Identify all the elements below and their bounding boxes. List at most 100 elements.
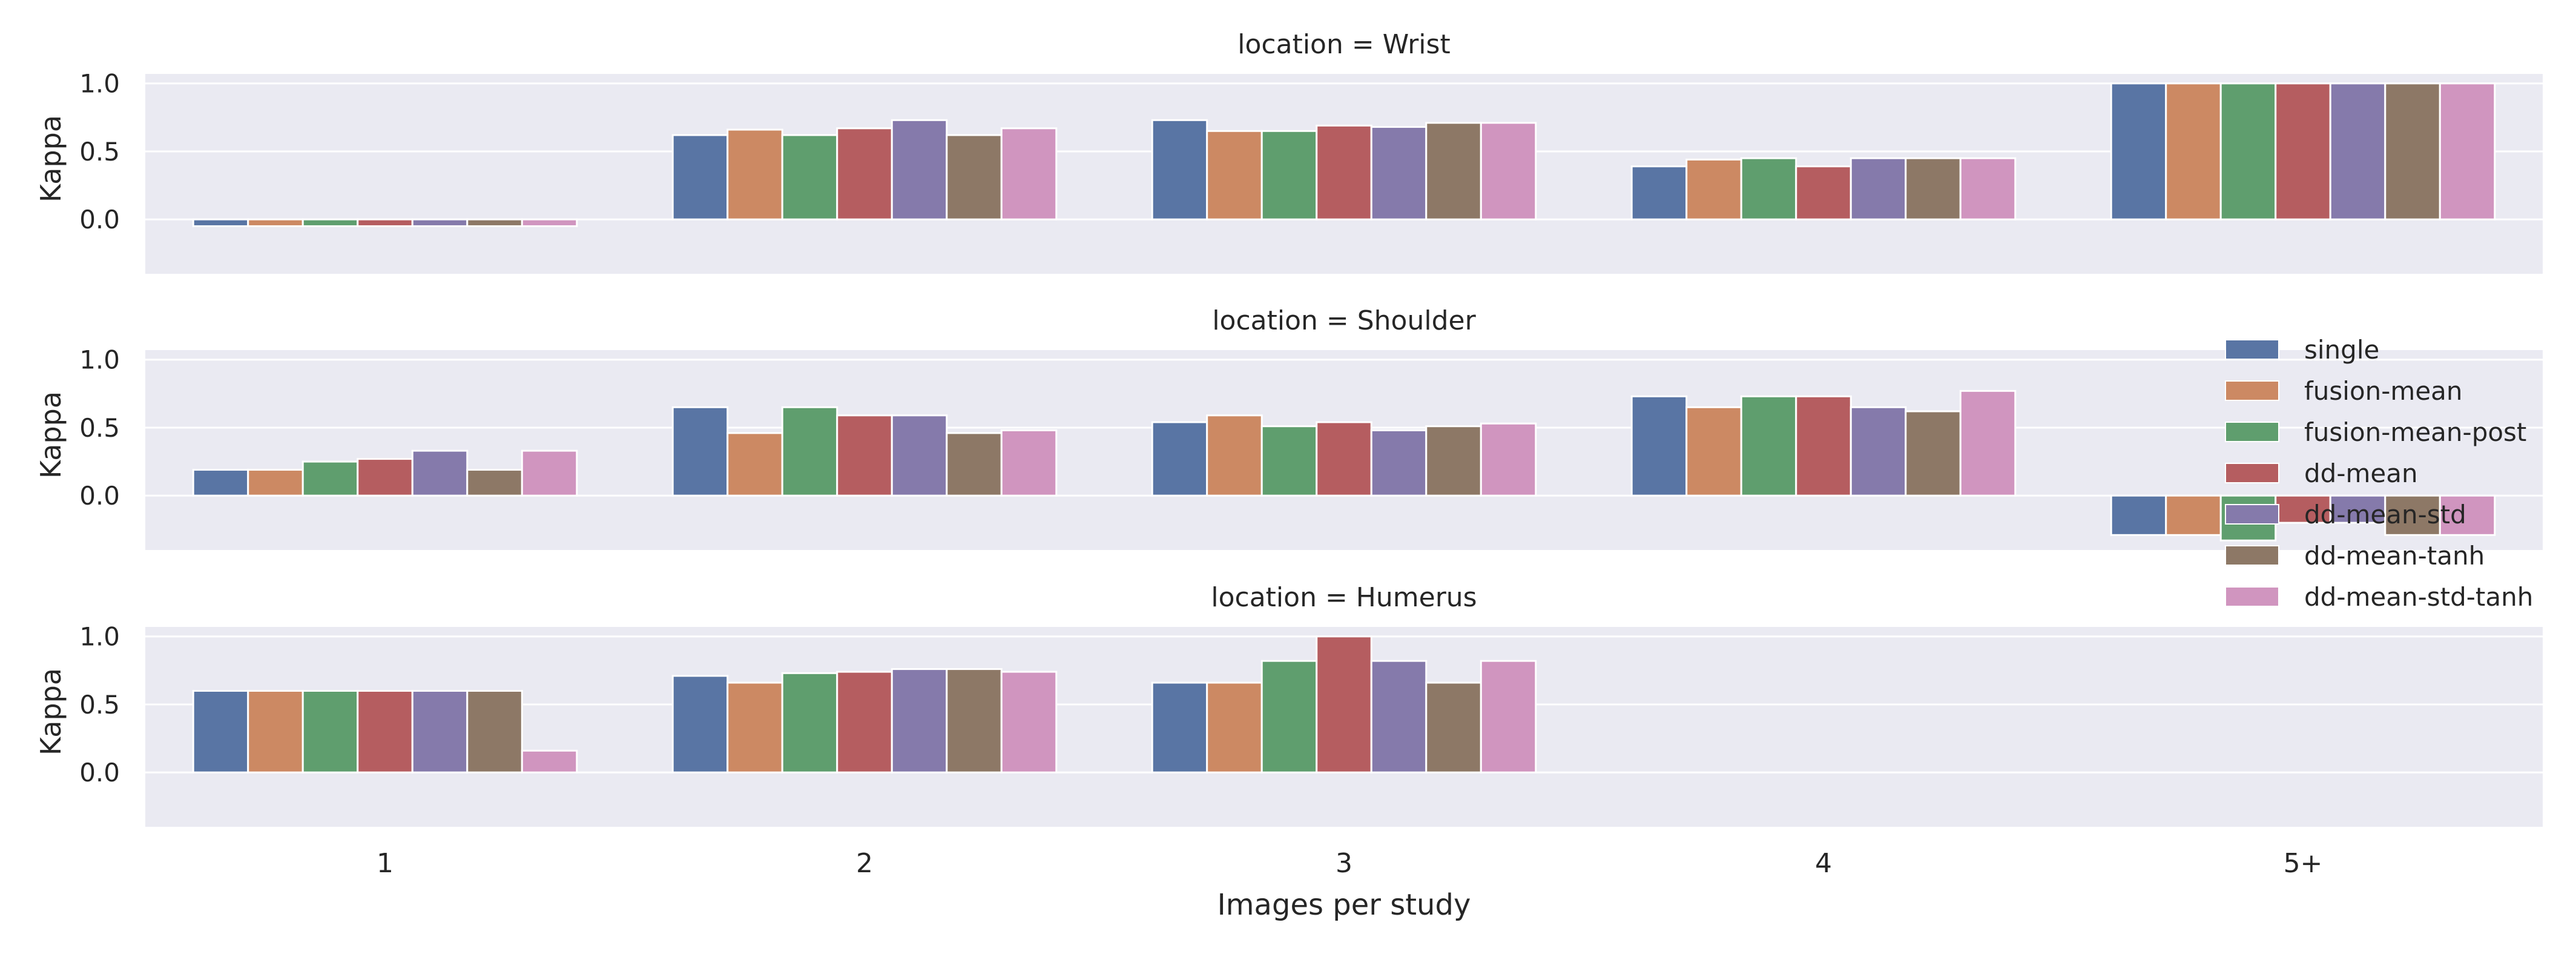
- y-axis-label: Kappa: [35, 668, 67, 755]
- x-tick-label: 1: [377, 848, 394, 879]
- bar: [1206, 414, 1263, 497]
- bar: [192, 469, 249, 497]
- bar: [2439, 494, 2496, 536]
- bar: [1425, 681, 1482, 773]
- bar: [1480, 422, 1537, 497]
- y-tick-label: 0.0: [79, 758, 120, 787]
- bar: [2384, 82, 2441, 220]
- bar: [1151, 119, 1208, 220]
- bar: [192, 690, 249, 773]
- x-tick-label: 5+: [2284, 848, 2323, 879]
- bar: [247, 469, 304, 497]
- y-tick-label: 1.0: [79, 69, 120, 99]
- bar: [2110, 82, 2167, 220]
- panel-0: 1.0 0.5 0.0 location = Wrist Kappa: [35, 29, 2543, 274]
- y-tick-label: 0.5: [79, 413, 120, 443]
- bar: [946, 134, 1003, 220]
- bar: [192, 218, 249, 227]
- bar: [1630, 395, 1688, 497]
- bar: [2439, 82, 2496, 220]
- bar: [1795, 165, 1852, 220]
- bar: [2329, 82, 2387, 220]
- bar: [726, 681, 783, 773]
- bar: [891, 414, 948, 497]
- legend-label: dd-mean: [2304, 459, 2418, 488]
- legend-swatch: [2225, 463, 2279, 483]
- bar: [1370, 126, 1428, 220]
- bar: [2384, 494, 2441, 536]
- y-tick-label: 0.5: [79, 137, 120, 167]
- bar: [946, 432, 1003, 497]
- bar: [671, 134, 729, 220]
- bar: [357, 690, 413, 773]
- bar: [1316, 124, 1372, 220]
- bar: [357, 218, 413, 227]
- x-tick-label: 4: [1815, 848, 1832, 879]
- panel-title: location = Shoulder: [1212, 305, 1476, 336]
- bar: [466, 469, 523, 497]
- bar: [836, 671, 893, 773]
- legend-label: dd-mean-tanh: [2304, 541, 2485, 571]
- y-tick-label: 0.0: [79, 205, 120, 234]
- y-tick-label: 0.5: [79, 690, 120, 720]
- bar: [247, 218, 304, 227]
- x-tick-label: 3: [1336, 848, 1352, 879]
- bar: [781, 672, 838, 773]
- legend-swatch: [2225, 380, 2279, 401]
- legend-label: fusion-mean-post: [2304, 417, 2526, 447]
- x-axis-label: Images per study: [1217, 888, 1471, 922]
- bar: [2219, 82, 2277, 220]
- bar: [1260, 130, 1318, 220]
- bar: [1480, 122, 1537, 220]
- bar: [1370, 429, 1428, 497]
- bar: [946, 668, 1003, 773]
- x-tick-label: 2: [856, 848, 873, 879]
- bar: [1850, 157, 1907, 220]
- bar: [1685, 406, 1742, 497]
- bar: [301, 460, 359, 497]
- bar: [1316, 635, 1372, 773]
- bar: [1425, 425, 1482, 497]
- panel-title: location = Wrist: [1237, 29, 1450, 60]
- legend-swatch: [2225, 504, 2279, 525]
- legend-label: dd-mean-std-tanh: [2304, 582, 2533, 612]
- bar: [671, 675, 729, 773]
- bar: [836, 414, 893, 497]
- bar: [1000, 429, 1058, 497]
- bar: [1905, 157, 1962, 220]
- panel-1: 1.0 0.5 0.0 location = Shoulder Kappa: [35, 305, 2543, 550]
- bar: [1151, 421, 1208, 497]
- bar: [521, 218, 578, 227]
- bar: [1260, 425, 1318, 497]
- bar: [466, 690, 523, 773]
- bar: [781, 406, 838, 497]
- bar: [1151, 681, 1208, 773]
- bar: [781, 134, 838, 220]
- legend-swatch: [2225, 339, 2279, 360]
- bar: [521, 449, 578, 497]
- y-tick-label: 0.0: [79, 481, 120, 511]
- bar: [1795, 395, 1852, 497]
- bar: [2275, 82, 2331, 220]
- y-axis-label: Kappa: [35, 391, 67, 479]
- bar: [1316, 421, 1372, 497]
- y-axis-label: Kappa: [35, 115, 67, 202]
- bar: [1370, 660, 1428, 773]
- bar: [2275, 494, 2331, 524]
- bar: [891, 668, 948, 773]
- bar: [1000, 671, 1058, 773]
- bar: [1630, 165, 1688, 220]
- bar: [301, 218, 359, 227]
- legend: single fusion-mean fusion-mean-post dd-mean…: [2225, 335, 2533, 612]
- bar: [1740, 395, 1797, 497]
- bar: [726, 432, 783, 497]
- legend-swatch: [2225, 586, 2279, 607]
- bar: [671, 406, 729, 497]
- bar: [301, 690, 359, 773]
- bar: [1740, 157, 1797, 220]
- bar: [1000, 127, 1058, 220]
- bar: [2165, 82, 2222, 220]
- bar: [411, 449, 469, 497]
- bar: [1959, 389, 2017, 497]
